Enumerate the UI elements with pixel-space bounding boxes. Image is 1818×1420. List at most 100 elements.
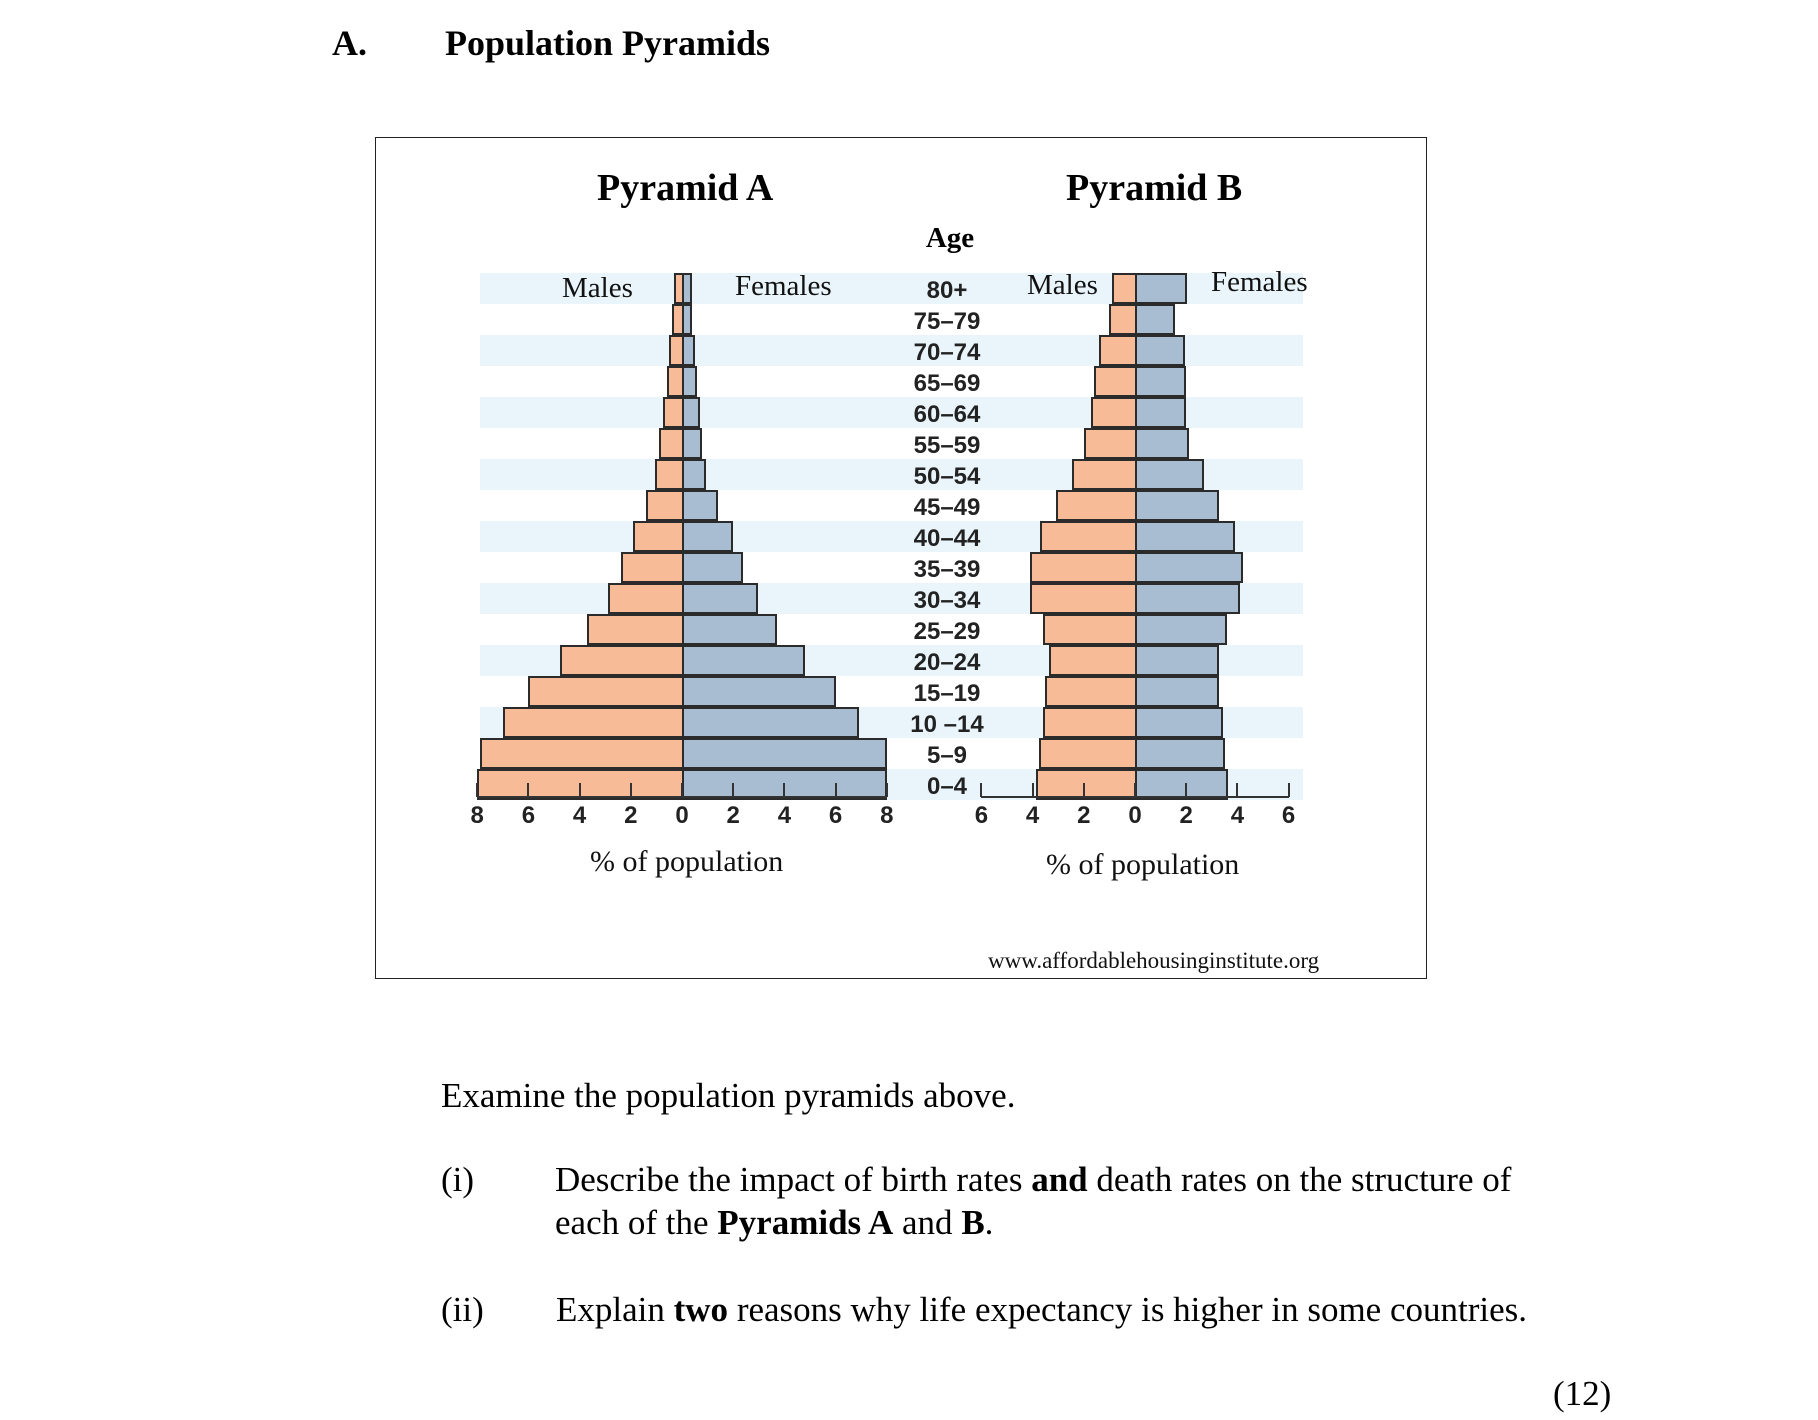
age-group-label: 20–24 [913,649,981,676]
pyramid-a-male-bar [646,490,682,521]
pyramid-b-female-bar [1135,490,1220,521]
axis-tick-label: 4 [1230,802,1245,829]
section-letter: A. [332,23,367,63]
pyramid-b-male-bar [1111,273,1135,304]
pyramid-a-female-bar [682,428,703,459]
age-group-label: 80+ [926,277,968,304]
pyramid-b-female-bar [1135,552,1243,583]
figure-frame [375,137,1427,979]
pyramid-b-male-bar [1039,738,1135,769]
axis-tick [1031,783,1034,797]
age-group-label: 10 –14 [910,711,984,738]
pyramid-a-male-bar [620,552,682,583]
pyramid-b-male-bar [1055,490,1135,521]
q1-line2-a: each of the [555,1203,718,1242]
question-intro: Examine the population pyramids above. [441,1076,1016,1115]
pyramid-a-male-bar [658,428,682,459]
pyramid-a-male-bar [666,366,682,397]
age-group-label: 70–74 [913,339,981,366]
pyramid-a-female-bar [682,304,693,335]
pyramid-b-female-bar [1135,645,1220,676]
pyramid-b-title: Pyramid B [1066,167,1243,209]
source-credit: www.affordablehousinginstitute.org [988,948,1320,973]
question-2-text: Explain two reasons why life expectancy … [556,1290,1527,1330]
question-2-number: (ii) [441,1290,484,1329]
pyramid-a-male-bar [655,459,682,490]
pyramid-a-title: Pyramid A [597,167,774,209]
pyramid-a-females-label: Females [735,270,832,302]
axis-tick-label: 8 [880,802,894,829]
axis-tick-label: 4 [572,802,587,829]
pyramid-a-female-bar [682,614,777,645]
axis-tick-label: 2 [624,802,638,829]
axis-tick [1082,783,1085,797]
axis-tick [980,783,983,797]
axis-tick [1134,783,1136,797]
pyramid-b-male-bar [1030,552,1135,583]
age-group-label: 5–9 [926,742,968,769]
pyramid-b-male-bar [1049,645,1135,676]
axis-tick-label: 8 [470,802,484,829]
q1-text-a: Describe the impact of birth rates [555,1160,1032,1199]
axis-tick [476,783,479,797]
axis-tick [1185,783,1188,797]
pyramid-a-female-bar [682,552,744,583]
age-group-label: 35–39 [913,556,981,583]
axis-tick-label: 2 [1077,802,1091,829]
pyramid-b-male-bar [1042,707,1135,738]
pyramid-b-male-bar [1042,614,1135,645]
q2-text-b: reasons why life expectancy is higher in… [728,1290,1527,1329]
pyramid-a-male-bar [560,645,682,676]
pyramid-b-male-bar [1091,397,1135,428]
age-group-label: 15–19 [913,680,981,707]
pyramid-b-female-bar [1135,769,1229,800]
axis-tick [629,783,632,797]
axis-tick-label: 6 [1281,802,1296,829]
marks-allocation: (12) [1553,1374,1612,1413]
axis-tick [834,783,837,797]
pyramid-b-female-bar [1135,366,1187,397]
q1-emphasis-b: B [961,1203,985,1242]
axis-tick [885,783,888,797]
pyramid-b-male-bar [1072,459,1135,490]
pyramid-b-female-bar [1135,707,1224,738]
pyramid-a-male-bar [528,676,682,707]
axis-tick [1236,783,1239,797]
age-group-label: 55–59 [913,432,981,459]
pyramid-b-male-bar [1099,335,1135,366]
age-group-label: 65–69 [913,370,981,397]
axis-tick [732,783,735,797]
axis-tick-label: 2 [1179,802,1193,829]
pyramid-a-x-axis [477,796,887,798]
pyramid-b-female-bar [1135,397,1187,428]
pyramid-b-male-bar [1030,583,1135,614]
pyramid-b-male-bar [1036,769,1135,800]
pyramid-a-female-bar [682,273,693,304]
pyramid-a-male-bar [587,614,682,645]
axis-tick [527,783,530,797]
axis-tick-label: 4 [1025,802,1040,829]
pyramid-a-female-bar [682,738,887,769]
pyramid-a-male-bar [669,335,682,366]
pyramid-a-males-label: Males [562,272,633,304]
axis-tick [1287,783,1290,797]
pyramid-b-females-label: Females [1211,266,1308,298]
axis-tick [578,783,581,797]
pyramid-a-male-bar [479,738,682,769]
pyramid-a-female-bar [682,459,707,490]
pyramid-b-x-axis [981,796,1289,798]
section-title: Population Pyramids [445,23,771,63]
pyramid-b-female-bar [1135,583,1240,614]
q1-line2-c: . [984,1203,994,1242]
pyramid-a-male-bar [674,273,682,304]
age-group-label: 60–64 [913,401,981,428]
pyramid-b-female-bar [1135,273,1188,304]
age-group-label: 0–4 [926,773,968,800]
pyramid-a-male-bar [607,583,682,614]
pyramid-a-female-bar [682,397,700,428]
q1-emphasis-and: and [1031,1160,1088,1199]
q1-emphasis-pyramids-a: Pyramids A [717,1203,894,1242]
question-1-number: (i) [441,1160,475,1199]
pyramid-b-female-bar [1135,428,1189,459]
pyramid-a-female-bar [682,707,859,738]
